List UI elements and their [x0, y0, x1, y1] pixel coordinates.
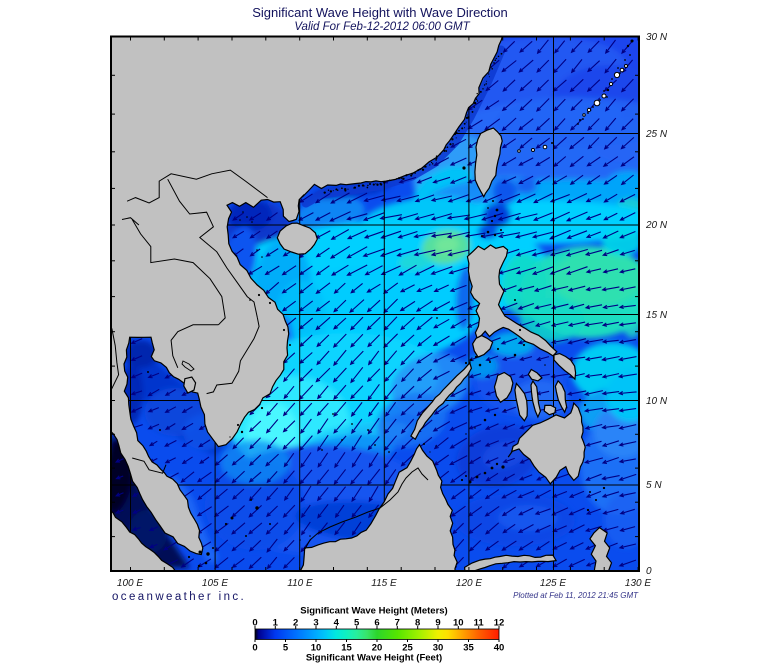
svg-text:105 E: 105 E: [202, 578, 228, 589]
svg-text:35: 35: [463, 643, 474, 654]
svg-text:7: 7: [395, 618, 400, 629]
svg-text:0: 0: [252, 618, 257, 629]
svg-text:20 N: 20 N: [645, 220, 668, 231]
svg-text:10: 10: [311, 643, 322, 654]
svg-text:11: 11: [474, 618, 485, 629]
svg-text:30 N: 30 N: [646, 32, 668, 43]
svg-text:12: 12: [494, 618, 505, 629]
svg-text:9: 9: [435, 618, 440, 629]
svg-text:8: 8: [415, 618, 420, 629]
svg-text:110 E: 110 E: [287, 578, 313, 589]
svg-text:15 N: 15 N: [646, 310, 668, 321]
svg-text:2: 2: [293, 618, 298, 629]
svg-text:10 N: 10 N: [646, 396, 668, 407]
svg-text:5 N: 5 N: [646, 480, 662, 491]
svg-text:Plotted at Feb 11, 2012 21:45: Plotted at Feb 11, 2012 21:45 GMT: [513, 591, 639, 600]
svg-text:3: 3: [313, 618, 318, 629]
svg-text:Significant Wave Height (Feet): Significant Wave Height (Feet): [306, 653, 442, 664]
svg-text:115 E: 115 E: [371, 578, 397, 589]
svg-text:Significant Wave Height with W: Significant Wave Height with Wave Direct…: [252, 5, 508, 20]
svg-text:20: 20: [372, 643, 383, 654]
svg-text:6: 6: [374, 618, 379, 629]
svg-text:120 E: 120 E: [456, 578, 482, 589]
svg-text:5: 5: [354, 618, 360, 629]
svg-text:15: 15: [341, 643, 352, 654]
svg-text:Significant Wave Height (Meter: Significant Wave Height (Meters): [300, 606, 447, 617]
svg-text:25: 25: [402, 643, 413, 654]
svg-text:130 E: 130 E: [625, 578, 651, 589]
svg-text:125 E: 125 E: [540, 578, 566, 589]
svg-text:oceanweather inc.: oceanweather inc.: [112, 591, 246, 603]
svg-text:25 N: 25 N: [645, 129, 668, 140]
svg-text:4: 4: [334, 618, 340, 629]
svg-text:40: 40: [494, 643, 505, 654]
svg-text:Valid For Feb-12-2012 06:00 GM: Valid For Feb-12-2012 06:00 GMT: [294, 21, 470, 33]
svg-text:10: 10: [453, 618, 464, 629]
svg-text:0: 0: [252, 643, 257, 654]
svg-text:1: 1: [273, 618, 279, 629]
svg-text:30: 30: [433, 643, 444, 654]
svg-text:0: 0: [646, 566, 652, 577]
svg-text:5: 5: [283, 643, 289, 654]
svg-text:100 E: 100 E: [117, 578, 143, 589]
